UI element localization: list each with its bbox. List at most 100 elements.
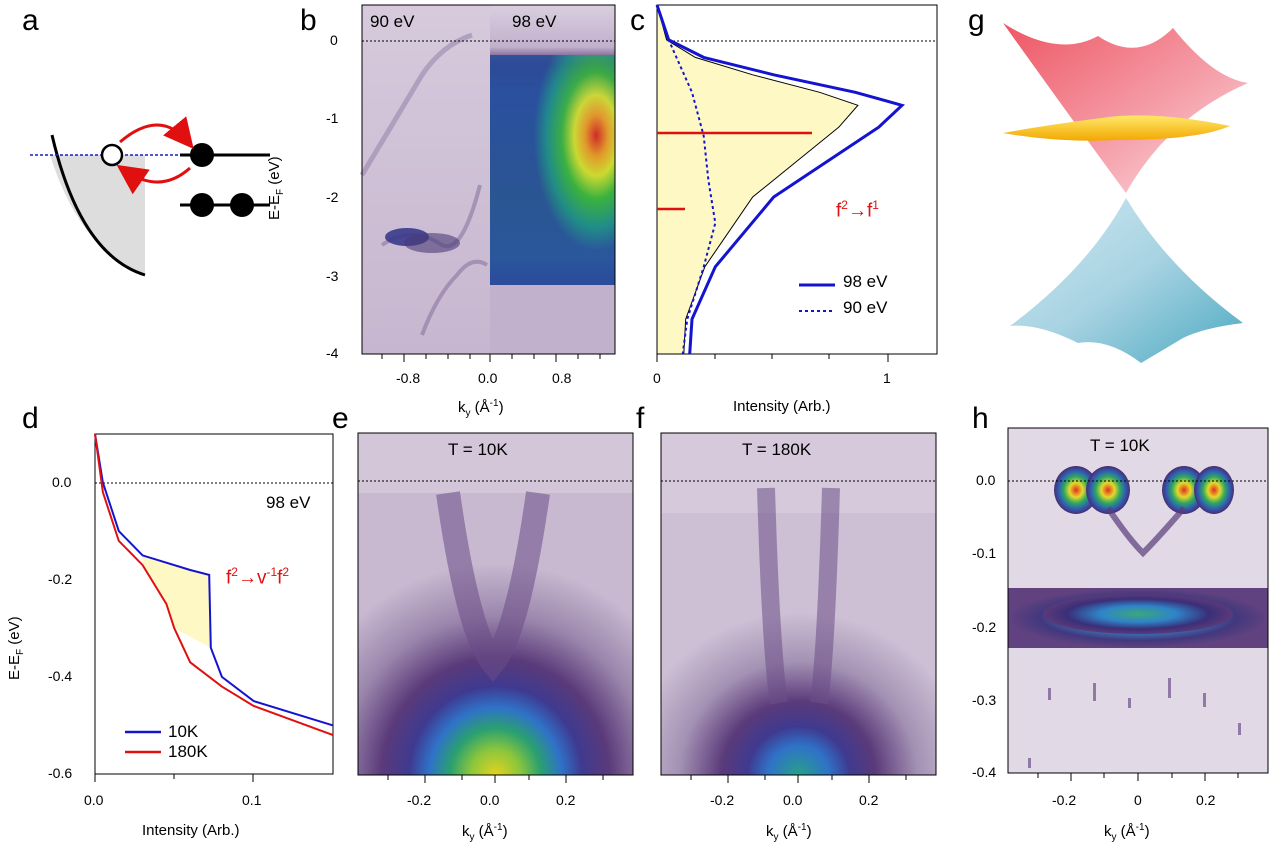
panel-letter-b: b <box>300 4 317 37</box>
panel-h-xlabel: ky (Å-1) <box>1104 822 1150 843</box>
xlabel-unit: (Å <box>1116 823 1136 840</box>
panel-f-temp: T = 180K <box>742 440 812 459</box>
panel-c-xtick: 0 <box>653 370 661 386</box>
panel-b-xtick: 0.0 <box>478 370 498 386</box>
panel-d-ytick: -0.4 <box>48 668 73 684</box>
xlabel-unit: (Å <box>470 399 490 416</box>
panel-c-xlabel: Intensity (Arb.) <box>733 398 831 415</box>
panel-f-ticks <box>690 775 907 783</box>
band-left-inner <box>1086 466 1130 514</box>
panel-d-line-180k <box>94 433 334 737</box>
annot-f2: f <box>277 567 283 589</box>
xlabel-main: k <box>1104 823 1112 840</box>
panel-h-ytick: -0.2 <box>972 619 997 635</box>
xlabel-main: k <box>766 823 774 840</box>
annot-arrow: →f <box>847 200 873 222</box>
panel-h-image <box>1007 427 1269 774</box>
ylabel-unit: (eV) <box>6 616 23 649</box>
ylabel-unit: (eV) <box>266 156 283 189</box>
panel-c-chart <box>655 4 938 355</box>
panel-b-ytick: 0 <box>330 32 338 48</box>
panel-d-chart <box>94 433 334 775</box>
annot-arrow-v: →v <box>237 567 267 589</box>
annot-sup: 2 <box>841 198 848 212</box>
panel-c-annotation: f2→f1 <box>836 198 879 222</box>
hopping-arrow-lower <box>116 164 192 195</box>
panel-h-ytick: 0.0 <box>976 472 996 488</box>
panel-d-annotation: f2→v-1f2 <box>226 565 289 589</box>
panel-d-legend-label-180k: 180K <box>168 742 208 761</box>
panel-b-label-98ev: 98 eV <box>512 12 557 31</box>
panel-b-ylabel: E-EF (eV) <box>266 156 286 220</box>
xlabel-exp: -1 <box>493 822 503 833</box>
ylabel-main: E-E <box>266 194 283 220</box>
panel-e-image <box>357 432 634 776</box>
panel-d-energy-label: 98 eV <box>266 493 311 512</box>
xlabel-unit: (Å <box>474 823 494 840</box>
panel-h-ytick: -0.1 <box>972 545 997 561</box>
panel-c-legend-label-90ev: 90 eV <box>843 298 888 317</box>
panel-h-ticks <box>1037 773 1239 781</box>
panel-b-ticks <box>381 354 601 362</box>
panel-d-ticks <box>94 774 254 782</box>
band-right-inner <box>1162 466 1206 514</box>
panel-e-xtick: 0.2 <box>556 792 576 808</box>
single-electron <box>190 143 214 167</box>
annot-sup-v: -1 <box>266 565 278 579</box>
panel-letter-f: f <box>636 402 645 435</box>
xlabel-unit: (Å <box>778 823 798 840</box>
panel-e-temp: T = 10K <box>448 440 508 459</box>
band-left-outer <box>1054 466 1098 514</box>
panel-d-ylabel: E-EF (eV) <box>6 616 26 680</box>
panel-e-xlabel: ky (Å-1) <box>462 822 508 843</box>
double-electron-2 <box>230 193 254 217</box>
xlabel-close: ) <box>806 823 812 840</box>
panel-d-yellow-area <box>142 555 211 648</box>
panel-b-image <box>359 4 616 355</box>
panel-d-xtick: 0.1 <box>242 792 262 808</box>
panel-d-ytick: 0.0 <box>52 474 72 490</box>
xlabel-sub: y <box>1111 832 1117 843</box>
panel-d-xlabel: Intensity (Arb.) <box>142 822 240 839</box>
panel-b-ytick: -2 <box>326 189 339 205</box>
panel-h-ytick: -0.3 <box>972 692 997 708</box>
xlabel-close: ) <box>1144 823 1150 840</box>
lower-cone <box>1010 198 1243 363</box>
panel-h-xtick: -0.2 <box>1052 792 1077 808</box>
panel-letter-g: g <box>968 4 985 37</box>
panel-d-ytick: -0.2 <box>48 571 73 587</box>
flat-band <box>1003 115 1230 141</box>
xlabel-sub: y <box>469 832 475 843</box>
panel-c-ticks <box>656 354 889 362</box>
panel-letter-d: d <box>22 402 39 435</box>
panel-e-ticks <box>387 775 604 783</box>
panel-b-xlabel: ky (Å-1) <box>458 398 504 419</box>
xlabel-main: k <box>458 399 466 416</box>
xlabel-close: ) <box>502 823 508 840</box>
panel-letter-e: e <box>332 402 349 435</box>
panel-e-xtick: 0.0 <box>480 792 500 808</box>
annot-f: f <box>836 200 842 222</box>
panel-d-line-10k <box>94 433 334 727</box>
panel-h-temp: T = 10K <box>1090 436 1150 455</box>
panel-letter-h: h <box>972 402 989 435</box>
hole-circle <box>100 143 124 167</box>
xlabel-exp: -1 <box>1135 822 1145 833</box>
panel-b-ytick: -1 <box>326 110 339 126</box>
panel-c-xtick: 1 <box>883 370 891 386</box>
panel-letter-c: c <box>630 4 645 37</box>
panel-f-xtick: -0.2 <box>710 792 735 808</box>
xlabel-sub: y <box>465 408 471 419</box>
panel-b-xtick: -0.8 <box>396 370 421 386</box>
panel-f-xtick: 0.0 <box>783 792 803 808</box>
panel-f-image <box>660 432 937 776</box>
panel-d-xtick: 0.0 <box>84 792 104 808</box>
panel-b-label-90ev: 90 eV <box>370 12 415 31</box>
panel-b-xtick: 0.8 <box>552 370 572 386</box>
panel-b-ytick: -3 <box>326 268 339 284</box>
panel-c-yellow-area <box>656 4 859 355</box>
panel-f-xlabel: ky (Å-1) <box>766 822 812 843</box>
panel-h-ytick: -0.4 <box>972 764 997 780</box>
double-electron-1 <box>190 193 214 217</box>
annot-sup-f2: 2 <box>282 565 290 579</box>
